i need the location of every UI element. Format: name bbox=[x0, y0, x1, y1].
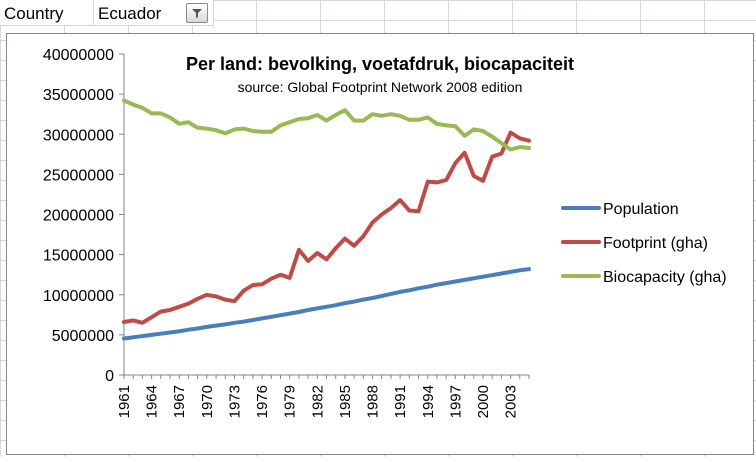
x-tick-label: 1979 bbox=[282, 385, 299, 418]
chart-subtitle: source: Global Footprint Network 2008 ed… bbox=[238, 79, 523, 95]
y-tick-label: 5000000 bbox=[52, 328, 114, 345]
x-tick-label: 1988 bbox=[365, 385, 382, 418]
chart-axes: 0 5000000 10000000 15000000 20000000 25000000… bbox=[43, 47, 530, 418]
x-tick-label: 1967 bbox=[171, 385, 188, 418]
y-tick-label: 30000000 bbox=[43, 127, 114, 144]
legend-label: Biocapacity (gha) bbox=[603, 269, 727, 286]
x-tick-label: 1982 bbox=[309, 385, 326, 418]
series-line-footprint-gha bbox=[122, 130, 531, 325]
chart-area[interactable]: Per land: bevolking, voetafdruk, biocapa… bbox=[6, 33, 754, 455]
x-tick-label: 2000 bbox=[475, 385, 492, 418]
y-tick-label: 10000000 bbox=[43, 288, 114, 305]
x-tick-label: 1970 bbox=[199, 385, 216, 418]
x-tick-label: 1994 bbox=[420, 385, 437, 418]
filter-dropdown-button[interactable] bbox=[186, 3, 208, 23]
x-tick-label: 1961 bbox=[116, 385, 133, 418]
y-tick-label: 35000000 bbox=[43, 87, 114, 104]
x-tick-label: 1964 bbox=[144, 385, 161, 418]
filter-dropdown-icon bbox=[192, 9, 202, 18]
x-tick-label: 2003 bbox=[503, 385, 520, 418]
series-lines bbox=[122, 98, 531, 341]
x-tick-label: 1973 bbox=[226, 385, 243, 418]
chart-title: Per land: bevolking, voetafdruk, biocapa… bbox=[186, 54, 574, 74]
x-tick-label: 1997 bbox=[447, 385, 464, 418]
country-label-cell[interactable]: Country bbox=[0, 0, 94, 26]
y-tick-label: 25000000 bbox=[43, 167, 114, 184]
line-chart: Per land: bevolking, voetafdruk, biocapa… bbox=[43, 47, 727, 418]
y-tick-label: 20000000 bbox=[43, 208, 114, 225]
legend-label: Footprint (gha) bbox=[603, 235, 708, 252]
series-line-biocapacity-gha bbox=[122, 98, 531, 152]
x-tick-label: 1985 bbox=[337, 385, 354, 418]
chart-legend: Population Footprint (gha) Biocapacity (gh… bbox=[561, 201, 727, 286]
x-tick-label: 1991 bbox=[392, 385, 409, 418]
y-tick-label: 40000000 bbox=[43, 47, 114, 64]
x-tick-label: 1976 bbox=[254, 385, 271, 418]
legend-label: Population bbox=[603, 201, 679, 218]
series-line-population bbox=[122, 267, 531, 341]
y-tick-label: 15000000 bbox=[43, 248, 114, 265]
y-tick-label: 0 bbox=[105, 368, 114, 385]
